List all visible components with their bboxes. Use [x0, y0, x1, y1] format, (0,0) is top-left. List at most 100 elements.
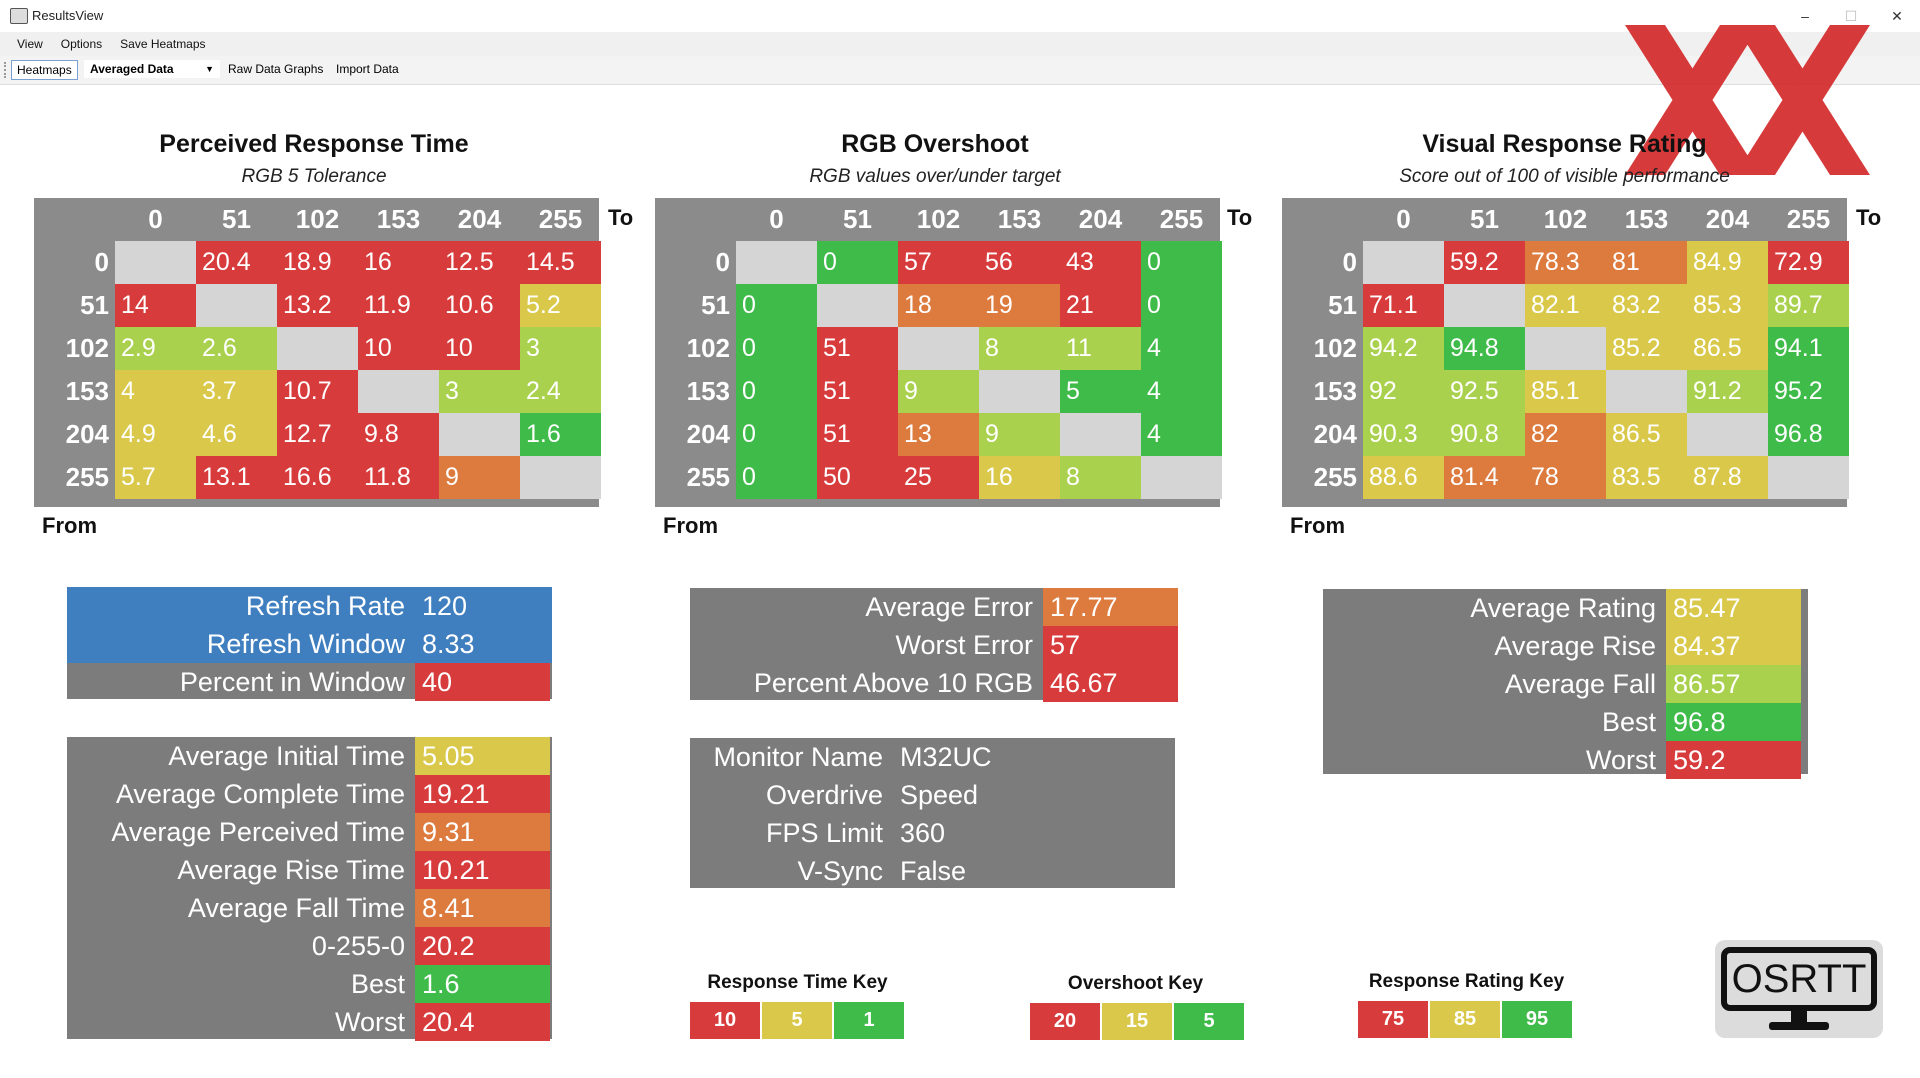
heatmap-cell: 0: [736, 370, 817, 413]
import-data-button[interactable]: Import Data: [336, 62, 399, 76]
stat-label: Average Rise: [1494, 631, 1656, 661]
row-header: 51: [1328, 290, 1357, 320]
heatmap-cell: 0: [736, 413, 817, 456]
raw-data-graphs-button[interactable]: Raw Data Graphs: [228, 62, 324, 76]
heatmap-1-from-label: From: [42, 513, 97, 538]
heatmap-cell: 9: [979, 413, 1060, 456]
heatmap-cell: 51: [817, 413, 898, 456]
row-header: 51: [701, 290, 730, 320]
heatmap-cell: 81: [1606, 241, 1687, 284]
heatmap-1-to-label: To: [608, 205, 634, 230]
heatmap-cell: 78.3: [1525, 241, 1606, 284]
stat-label: V-Sync: [797, 856, 883, 886]
col-header: 102: [916, 204, 961, 234]
heatmap-cell: 10.7: [277, 370, 358, 413]
heatmap-cell: 8: [1060, 456, 1141, 499]
heatmap-cell: 81.4: [1444, 456, 1525, 499]
stat-row: Average Perceived Time 9.31: [67, 813, 552, 851]
stat-row: Average Fall Time 8.41: [67, 889, 552, 927]
heatmap-cell: 86.5: [1606, 413, 1687, 456]
col-header: 0: [148, 204, 163, 234]
heatmap-cell: 83.2: [1606, 284, 1687, 327]
stat-row: Refresh Window 8.33: [67, 625, 552, 663]
close-button[interactable]: ✕: [1891, 7, 1903, 24]
heatmap-3-title: Visual Response Rating: [1422, 130, 1707, 158]
heatmap-cell: 11.8: [358, 456, 439, 499]
stat-label: Overdrive: [765, 780, 883, 810]
menu-view[interactable]: View: [17, 37, 43, 51]
stat-row: Average Complete Time 19.21: [67, 775, 552, 813]
heatmap-cell: 2.9: [115, 327, 196, 370]
stat-value: 1.6: [415, 965, 550, 1003]
heatmap-cell: 10: [358, 327, 439, 370]
heatmap-cell: [277, 327, 358, 370]
data-mode-dropdown[interactable]: Averaged Data ▼: [84, 60, 220, 78]
menu-save-heatmaps[interactable]: Save Heatmaps: [120, 37, 206, 51]
row-header: 153: [1313, 376, 1357, 406]
heatmap-cell: 71.1: [1363, 284, 1444, 327]
stat-row: FPS Limit 360: [690, 814, 1175, 852]
heatmap-cell: 11: [1060, 327, 1141, 370]
stat-row: Monitor Name M32UC: [690, 738, 1175, 776]
heatmap-cell: 14: [115, 284, 196, 327]
heatmap-1-subtitle: RGB 5 Tolerance: [241, 166, 387, 187]
heatmap-cell: 4.9: [115, 413, 196, 456]
heatmap-cell: 4: [115, 370, 196, 413]
col-header: 102: [295, 204, 340, 234]
row-header: 255: [1313, 462, 1357, 492]
col-header: 0: [1396, 204, 1411, 234]
col-header: 153: [376, 204, 421, 234]
heatmap-cell: 0: [1141, 284, 1222, 327]
stat-value: 84.37: [1666, 627, 1801, 665]
watermark-logo: [1625, 25, 1870, 175]
stat-row: 0-255-0 20.2: [67, 927, 552, 965]
response-time-key-title: Response Time Key: [707, 972, 888, 993]
tab-heatmaps[interactable]: Heatmaps: [11, 60, 78, 80]
heatmap-cell: 16: [358, 241, 439, 284]
stat-value: 20.2: [415, 927, 550, 965]
toolbar-grip[interactable]: [4, 62, 9, 78]
heatmap-3-to-label: To: [1856, 205, 1882, 230]
stat-label: Average Perceived Time: [111, 817, 405, 847]
heatmap-cell: 2.4: [520, 370, 601, 413]
heatmap-1-title: Perceived Response Time: [159, 130, 469, 158]
heatmap-cell: 9: [439, 456, 520, 499]
heatmap-cell: 11.9: [358, 284, 439, 327]
stat-value: 96.8: [1666, 703, 1801, 741]
stat-label: Average Fall: [1504, 669, 1656, 699]
heatmap-cell: 51: [817, 370, 898, 413]
stat-row: Average Fall 86.57: [1323, 665, 1808, 703]
minimize-button[interactable]: –: [1801, 8, 1809, 24]
menu-options[interactable]: Options: [60, 37, 103, 51]
heatmap-cell: 56: [979, 241, 1060, 284]
heatmap-cell: 43: [1060, 241, 1141, 284]
dropdown-arrow-icon: ▼: [205, 64, 214, 74]
osrtt-logo: OSRTT: [1715, 940, 1883, 1038]
heatmap-cell: 4.6: [196, 413, 277, 456]
heatmap-cell: [196, 284, 277, 327]
heatmap-cell: 82.1: [1525, 284, 1606, 327]
menu-bar: View Options Save Heatmaps: [0, 32, 1920, 56]
key-swatch: 75: [1358, 1001, 1428, 1038]
heatmap-cell: 10.6: [439, 284, 520, 327]
stat-value: 8.33: [422, 629, 475, 659]
stat-row: Average Rise Time 10.21: [67, 851, 552, 889]
stat-value: Speed: [900, 780, 979, 810]
heatmap-cell: 89.7: [1768, 284, 1849, 327]
stat-label: FPS Limit: [765, 818, 883, 848]
heatmap-cell: 88.6: [1363, 456, 1444, 499]
heatmap-cell: 5.7: [115, 456, 196, 499]
heatmap-visual-response-rating: 0 51 102 153 204 255 0 59.2 78.3 81 84.9 72.9 51 71.1…: [1282, 198, 1849, 507]
maximize-button[interactable]: ☐: [1844, 7, 1858, 24]
col-header: 255: [1159, 204, 1204, 234]
heatmap-cell: 19: [979, 284, 1060, 327]
heatmap-cell: 20.4: [196, 241, 277, 284]
heatmap-rgb-overshoot: 0 51 102 153 204 255 0 0 57 56 43 0 51 0 18 19 21 0 102 0 51…: [655, 198, 1222, 507]
refresh-stats-panel: Refresh Rate 120 Refresh Window 8.33 Percent…: [67, 587, 552, 701]
heatmap-cell: 4: [1141, 327, 1222, 370]
row-header: 0: [715, 247, 730, 277]
stat-label: Average Error: [865, 592, 1033, 622]
heatmap-cell: 51: [817, 327, 898, 370]
heatmap-3-subtitle: Score out of 100 of visible performance: [1399, 166, 1730, 187]
stat-row: Best 96.8: [1323, 703, 1808, 741]
